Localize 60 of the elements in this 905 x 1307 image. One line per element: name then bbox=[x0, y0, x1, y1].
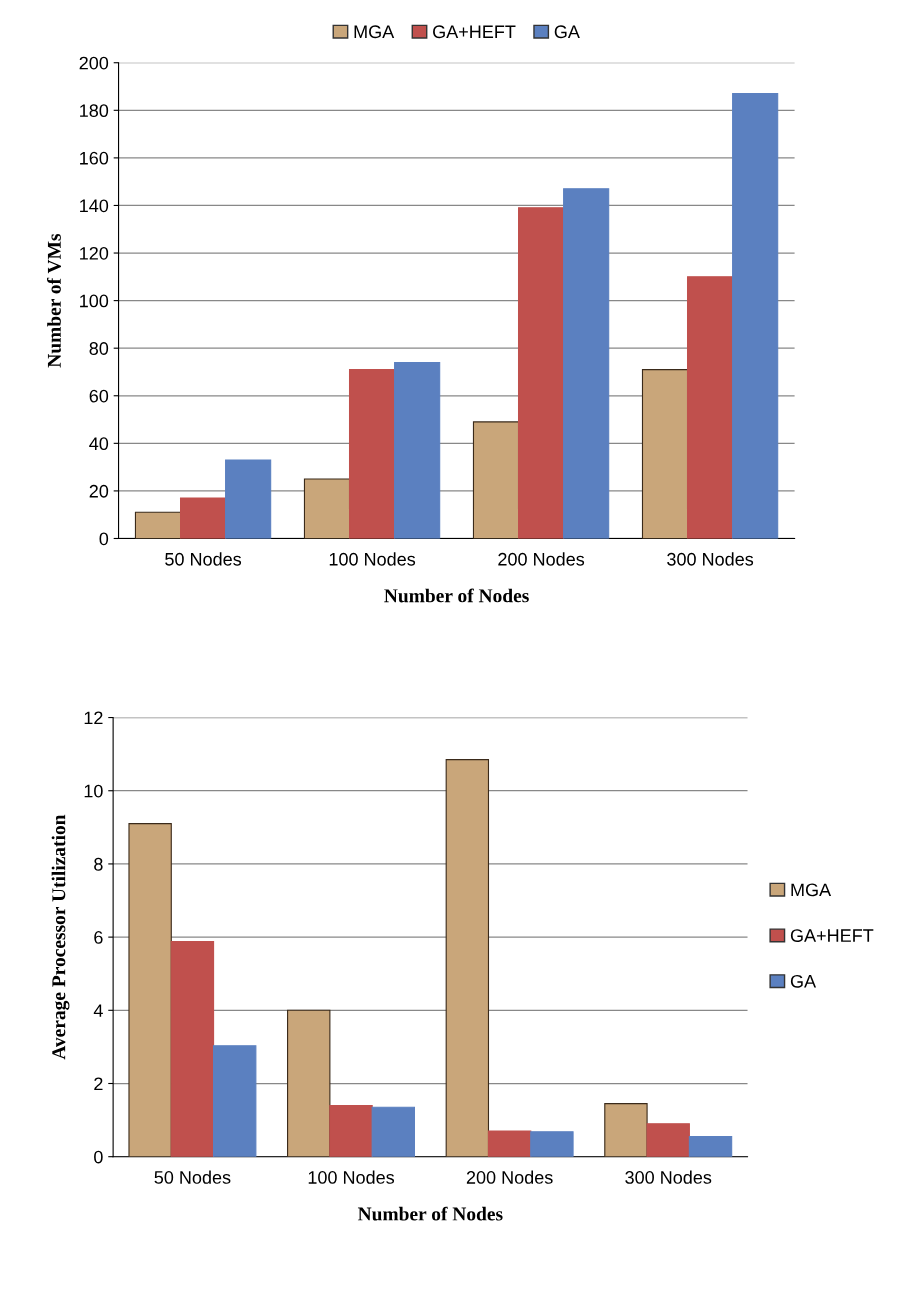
x-tick-label: 200 Nodes bbox=[498, 552, 585, 566]
y-tick-label: 2 bbox=[94, 1077, 103, 1091]
bar bbox=[329, 1104, 373, 1157]
y-tick-label: 10 bbox=[84, 784, 103, 798]
x-tick-label: 50 Nodes bbox=[165, 552, 242, 566]
bar bbox=[530, 1131, 574, 1157]
y-tick-label: 12 bbox=[84, 711, 103, 725]
bar bbox=[225, 459, 272, 539]
x-axis-title: Number of Nodes bbox=[384, 588, 529, 603]
legend-label: GA bbox=[790, 974, 817, 988]
y-tick-label: 4 bbox=[93, 1004, 103, 1017]
bar bbox=[303, 478, 351, 539]
y-tick-label: 20 bbox=[89, 484, 109, 498]
bar bbox=[688, 1136, 733, 1157]
x-tick-label: 300 Nodes bbox=[667, 552, 754, 566]
y-tick-label: 140 bbox=[80, 199, 109, 213]
y-tick-label: 6 bbox=[94, 931, 103, 944]
bar bbox=[517, 207, 565, 539]
y-axis-title: Average Processor Utilization bbox=[51, 814, 70, 1060]
y-tick-label: 0 bbox=[94, 1150, 103, 1164]
x-tick-label: 100 Nodes bbox=[329, 552, 416, 566]
y-axis-title: Number of VMs bbox=[46, 233, 61, 368]
legend-label: MGA bbox=[791, 883, 832, 897]
bar bbox=[213, 1045, 257, 1157]
y-tick-label: 200 bbox=[79, 56, 109, 70]
x-tick-label: 50 Nodes bbox=[154, 1170, 231, 1184]
bar bbox=[604, 1103, 648, 1157]
legend-label: GA+HEFT bbox=[433, 25, 516, 39]
bar bbox=[128, 823, 172, 1157]
legend-label: MGA bbox=[354, 25, 395, 39]
legend-label: GA bbox=[554, 25, 580, 39]
bar bbox=[641, 369, 689, 539]
x-tick-label: 200 Nodes bbox=[466, 1170, 553, 1184]
bar bbox=[563, 188, 610, 539]
bar bbox=[646, 1123, 690, 1157]
y-tick-label: 40 bbox=[89, 437, 109, 451]
bar bbox=[686, 276, 734, 539]
bar bbox=[487, 1130, 532, 1157]
y-tick-label: 8 bbox=[94, 857, 103, 871]
bar bbox=[472, 421, 520, 539]
x-tick-label: 300 Nodes bbox=[625, 1170, 712, 1184]
bar bbox=[394, 361, 441, 539]
bar bbox=[348, 369, 396, 539]
bar bbox=[134, 511, 182, 539]
y-tick-label: 0 bbox=[99, 532, 109, 546]
bar bbox=[170, 940, 215, 1157]
y-tick-label: 120 bbox=[80, 246, 109, 260]
y-tick-label: 160 bbox=[80, 151, 109, 165]
bar bbox=[287, 1009, 331, 1157]
y-tick-label: 60 bbox=[89, 389, 109, 403]
bar bbox=[371, 1106, 416, 1157]
legend-label: GA+HEFT bbox=[790, 929, 874, 942]
y-tick-label: 100 bbox=[80, 294, 109, 308]
y-tick-label: 180 bbox=[80, 104, 109, 118]
bar bbox=[732, 93, 779, 539]
y-tick-label: 80 bbox=[89, 342, 109, 355]
bar bbox=[179, 497, 227, 539]
x-tick-label: 100 Nodes bbox=[308, 1170, 395, 1184]
bar bbox=[445, 759, 490, 1157]
x-axis-title: Number of Nodes bbox=[357, 1206, 503, 1221]
